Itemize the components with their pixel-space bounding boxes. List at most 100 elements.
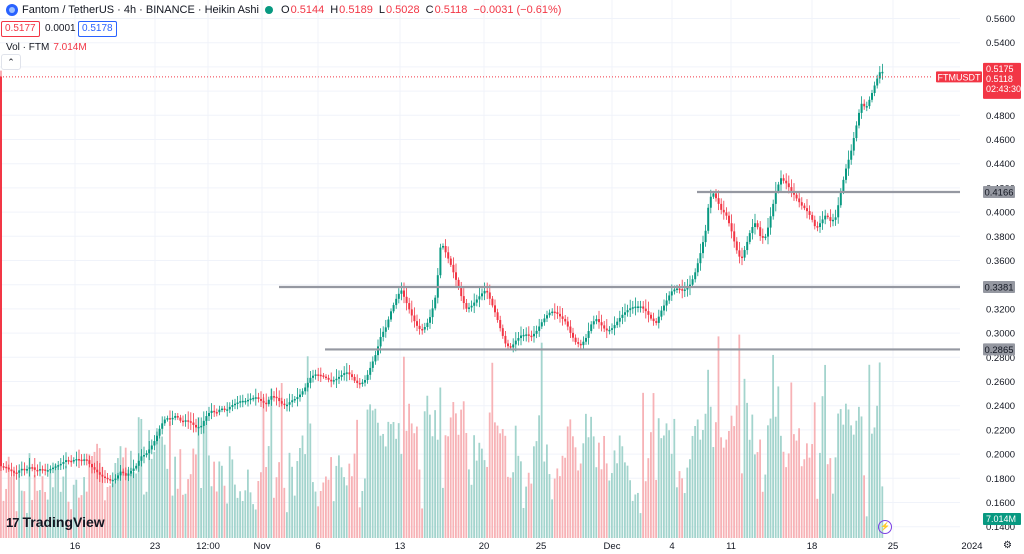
spread-value: 0.0001: [45, 23, 76, 34]
volume-bar: [530, 483, 533, 538]
candle: [257, 397, 260, 399]
low-label: L: [378, 4, 385, 16]
horizontal-levels[interactable]: [279, 190, 960, 351]
volume-bar: [592, 436, 595, 538]
volume-bar: [252, 504, 254, 538]
candle: [683, 289, 686, 291]
volume-bar: [28, 453, 31, 538]
candle: [816, 226, 819, 228]
candle: [174, 415, 177, 418]
volume-bar: [366, 409, 369, 538]
volume-bar: [413, 433, 416, 538]
market-status-dot-icon[interactable]: [265, 6, 273, 14]
sell-price-button[interactable]: 0.5177: [1, 21, 40, 37]
candle: [379, 336, 382, 347]
candle: [863, 103, 866, 107]
level-price-labels: 0.4166 0.3381 0.2865: [983, 186, 1015, 356]
volume-bar: [148, 430, 150, 538]
volume-bar: [499, 433, 501, 538]
candle: [72, 460, 75, 462]
candle: [5, 466, 8, 469]
candle: [330, 379, 333, 382]
candle: [137, 460, 140, 466]
volume-bar: [109, 485, 111, 538]
candle: [127, 473, 130, 476]
candle: [348, 372, 351, 375]
volume-bar: [257, 480, 260, 538]
volume-bar: [774, 416, 777, 538]
volume-bar: [473, 435, 475, 538]
candle: [278, 397, 281, 402]
volume-bar: [881, 486, 884, 538]
x-tick-label: 12:00: [196, 541, 220, 552]
x-tick-label: 25: [536, 541, 547, 552]
volume-bar: [702, 430, 704, 538]
volume-bar: [72, 484, 75, 538]
volume-bar: [546, 444, 548, 538]
candle: [837, 205, 840, 218]
volume-bar: [418, 469, 421, 538]
last-price-box: [983, 62, 1021, 99]
time-axis[interactable]: 16 23 12:00 Nov 6 13 20 25 Dec 4 11 18 25 2024: [70, 541, 983, 552]
volume-bar: [696, 419, 699, 538]
buy-price-button[interactable]: 0.5178: [78, 21, 117, 37]
candle: [499, 319, 502, 329]
volume-bar: [390, 424, 392, 538]
volume-bar: [405, 430, 408, 538]
volume-bar: [590, 416, 592, 538]
volume-bar: [486, 466, 488, 538]
candle: [455, 272, 457, 280]
volume-bar: [800, 466, 803, 538]
y-tick-label: 0.2800: [986, 353, 1015, 364]
candle: [252, 397, 255, 400]
candle: [501, 328, 504, 336]
bar-countdown-label: 02:43:30: [986, 84, 1021, 94]
tradingview-logo[interactable]: 17 TradingView: [6, 514, 105, 530]
candle: [881, 71, 884, 74]
candle: [663, 305, 665, 311]
volume-bar: [689, 459, 691, 538]
candle: [304, 387, 307, 392]
volume-bar: [143, 494, 145, 538]
volume-bar: [10, 476, 13, 538]
candle: [525, 334, 528, 336]
volume-bar: [140, 418, 143, 538]
volume-bar: [852, 434, 855, 538]
volume-bar: [564, 457, 566, 538]
volume-bar: [39, 490, 41, 538]
candle: [478, 296, 481, 300]
candle: [408, 303, 411, 310]
symbol-title[interactable]: Fantom / TetherUS · 4h · BINANCE · Heiki…: [22, 4, 259, 16]
volume-bar: [494, 422, 496, 538]
candle: [826, 215, 829, 218]
volume-bar: [13, 470, 15, 538]
volume-bar: [338, 455, 340, 538]
volume-bar: [241, 501, 244, 538]
candle: [845, 168, 847, 180]
volume-bar: [208, 455, 210, 538]
candle: [200, 425, 203, 428]
candle: [655, 321, 658, 323]
volume-bar: [834, 457, 837, 538]
collapse-legend-button[interactable]: ⌃: [1, 54, 21, 70]
volume-bar: [369, 404, 371, 538]
x-tick-label: 2024: [961, 541, 982, 552]
candle: [130, 471, 132, 474]
volume-bar: [488, 412, 491, 538]
volume-bar: [722, 447, 725, 538]
candle: [785, 180, 788, 184]
gear-icon[interactable]: ⚙: [1003, 540, 1012, 551]
x-tick-label: 16: [70, 541, 81, 552]
volume-bar: [117, 458, 119, 538]
candle: [390, 311, 392, 320]
candle: [582, 341, 585, 346]
volume-bar: [44, 491, 46, 538]
lightning-icon[interactable]: ⚡: [878, 520, 892, 534]
candle: [361, 382, 364, 385]
candle: [410, 309, 413, 316]
volume-legend: Vol · FTM 7.014M: [6, 42, 87, 53]
volume-bar: [426, 395, 429, 538]
candle: [808, 211, 811, 215]
